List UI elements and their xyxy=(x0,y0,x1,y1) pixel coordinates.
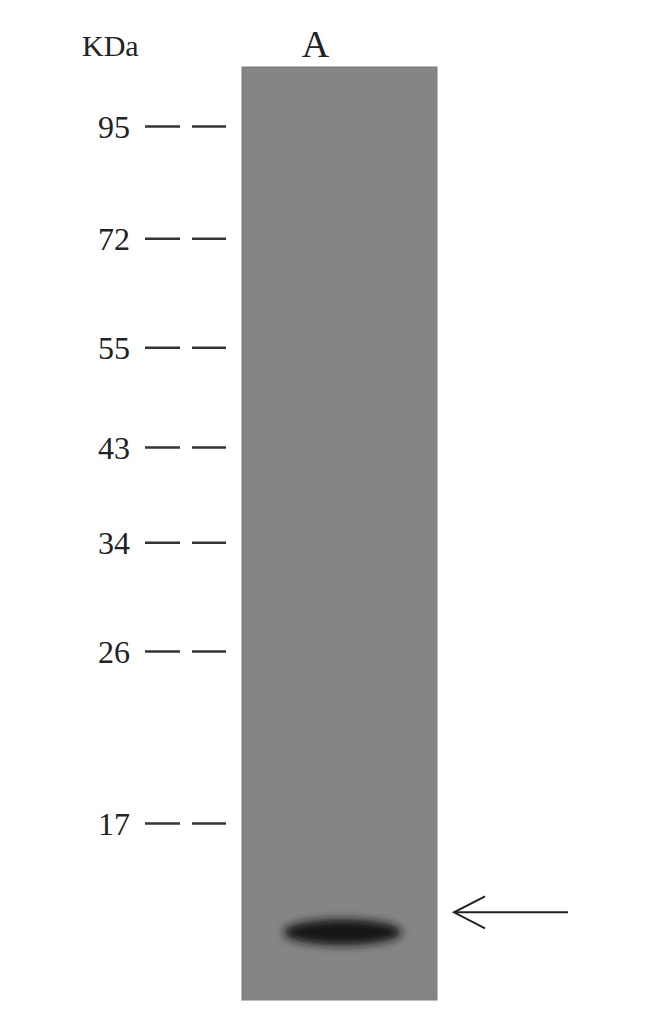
tick-mark xyxy=(192,125,226,128)
tick-label: 26 xyxy=(98,634,130,670)
lane-label: A xyxy=(302,23,330,65)
band-arrow xyxy=(454,896,568,928)
arrow-shaft xyxy=(455,911,568,913)
arrow-head xyxy=(454,896,485,928)
tick-label: 34 xyxy=(98,525,130,561)
band xyxy=(283,919,401,945)
tick-label: 55 xyxy=(98,330,130,366)
tick-mark xyxy=(192,347,226,350)
tick-mark xyxy=(145,237,180,240)
tick-mark xyxy=(192,541,226,544)
tick-mark xyxy=(145,822,180,825)
tick-mark xyxy=(145,650,180,653)
tick-mark xyxy=(145,446,180,449)
tick-mark xyxy=(192,446,226,449)
tick-label: 95 xyxy=(98,109,130,145)
tick-label: 72 xyxy=(98,221,130,257)
axis-title: KDa xyxy=(82,29,139,62)
tick-label: 43 xyxy=(98,430,130,466)
tick-mark xyxy=(192,822,226,825)
tick-mark xyxy=(145,541,180,544)
tick-mark xyxy=(192,237,226,240)
marker-axis: 95 72 55 43 34 26 17 xyxy=(98,109,226,842)
tick-mark xyxy=(192,650,226,653)
tick-label: 17 xyxy=(98,806,130,842)
tick-mark xyxy=(145,347,180,350)
blot-membrane xyxy=(242,67,437,1000)
tick-mark xyxy=(145,125,180,128)
figure: 95 72 55 43 34 26 17 KDa A xyxy=(0,0,650,1015)
bands xyxy=(283,919,401,945)
